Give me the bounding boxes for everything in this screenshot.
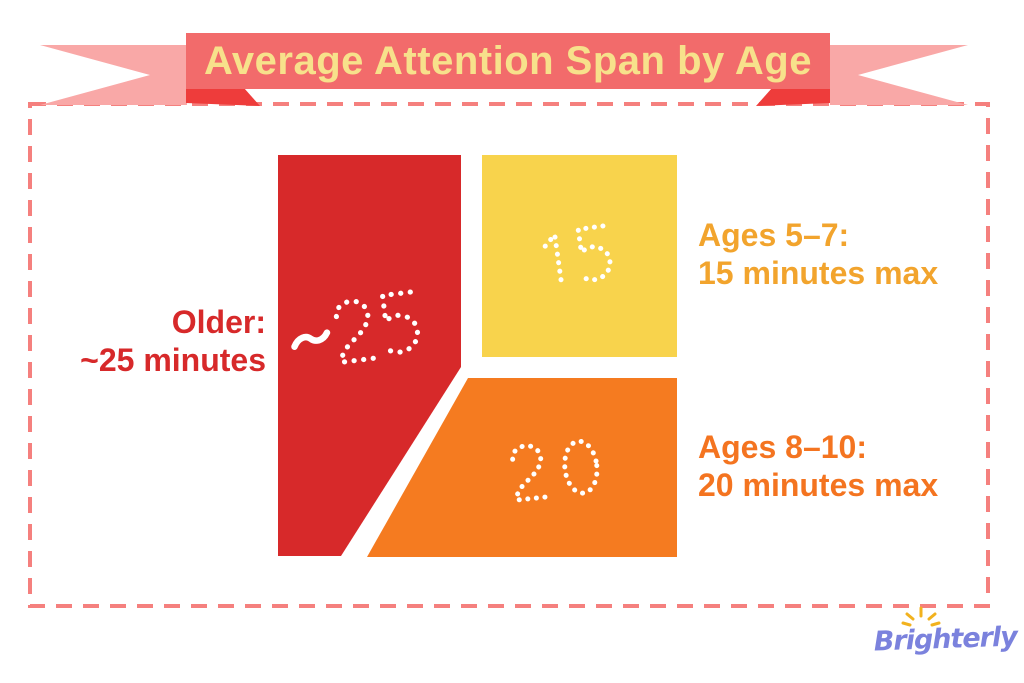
value-dots-15: 15 (542, 223, 613, 289)
segment-ages-8-10 (367, 378, 677, 557)
digit-2 (510, 443, 549, 503)
ribbon-tail-left (40, 45, 187, 105)
ribbon-fold-left (186, 88, 260, 106)
digit-0 (562, 438, 600, 496)
digit-2 (333, 298, 377, 366)
ribbon-fold-right (756, 88, 830, 106)
label-ages-5-7-line2: 15 minutes max (698, 255, 939, 291)
ribbon-tail-right (830, 45, 968, 105)
label-ages-8-10: Ages 8–10: 20 minutes max (698, 428, 938, 504)
label-older: Older: ~25 minutes (40, 303, 266, 379)
digit-1 (542, 228, 565, 289)
value-dots-25: ~25 (291, 289, 420, 366)
digit-5 (575, 223, 613, 283)
label-older-line1: Older: (171, 304, 266, 340)
digit-5 (379, 289, 420, 355)
sun-icon (901, 606, 941, 627)
segment-older (278, 155, 461, 556)
label-ages-8-10-line1: Ages 8–10: (698, 429, 867, 465)
tilde-mark (291, 329, 331, 350)
ribbon-band (186, 33, 830, 89)
banner-title: Average Attention Span by Age (204, 38, 812, 83)
segment-ages-5-7 (482, 155, 677, 357)
brand-logo: Brighterly (873, 621, 1018, 658)
label-ages-5-7: Ages 5–7: 15 minutes max (698, 216, 938, 292)
value-dots-20: 20 (510, 438, 600, 503)
label-older-line2: ~25 minutes (80, 342, 266, 378)
label-ages-5-7-line1: Ages 5–7: (698, 217, 850, 253)
label-ages-8-10-line2: 20 minutes max (698, 467, 939, 503)
